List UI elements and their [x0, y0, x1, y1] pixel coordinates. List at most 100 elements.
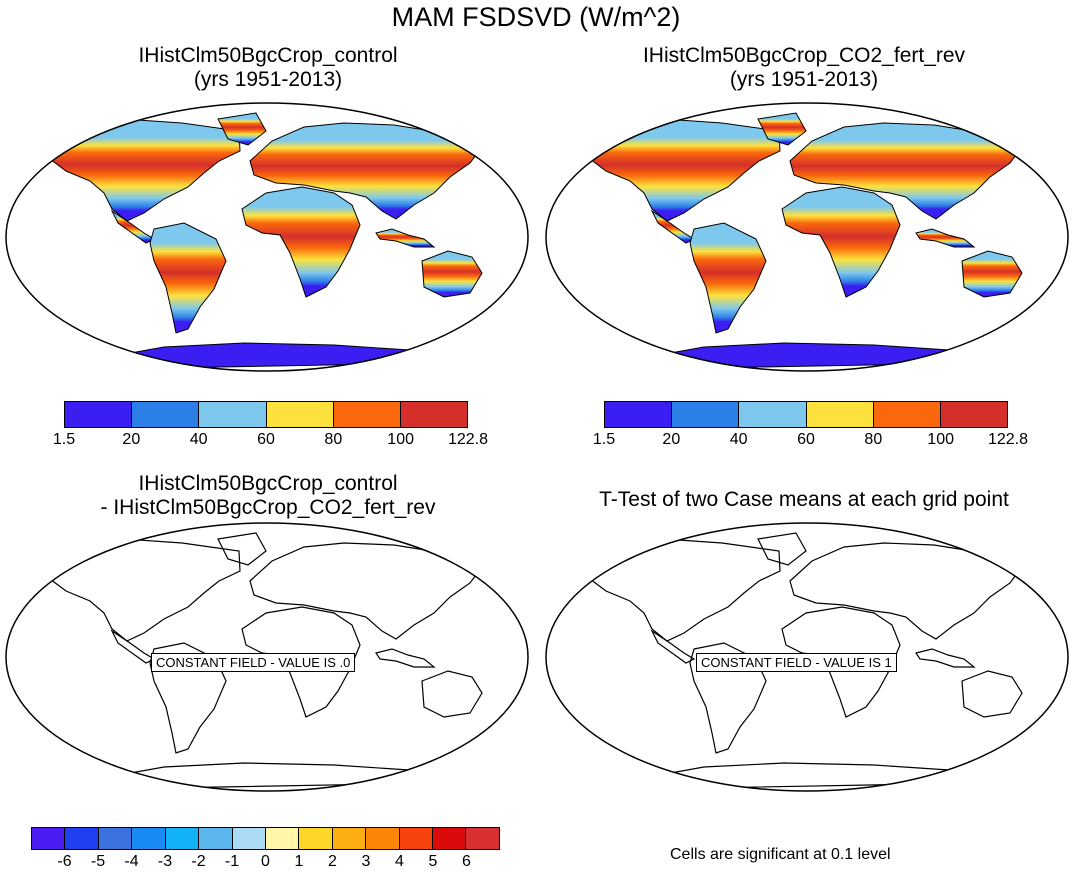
colorbar-tick-label: -2 — [191, 853, 206, 870]
map-boundary — [5, 522, 529, 792]
north-america-landmass — [33, 118, 241, 222]
panel-1-title: IHistClm50BgcCrop_control (yrs 1951-2013… — [0, 44, 536, 91]
colorbar-tick-label: 5 — [428, 853, 438, 870]
colorbar-tick-label: 40 — [729, 431, 748, 448]
colorbar-swatch — [232, 828, 266, 849]
colorbar-swatch — [199, 402, 267, 427]
panel-1-title-line1: IHistClm50BgcCrop_control — [138, 44, 398, 67]
colorbar-tick-label: 100 — [387, 431, 415, 448]
colorbar-tick-label: 1 — [294, 853, 304, 870]
colorbar-swatch — [605, 402, 673, 427]
difference-colorbar — [31, 827, 500, 850]
colorbar-swatch — [940, 402, 1008, 427]
indonesia-landmass — [375, 648, 436, 668]
colorbar-tick-label: 80 — [324, 431, 343, 448]
colorbar-swatch — [65, 828, 99, 849]
colorbar-tick-label: 80 — [864, 431, 883, 448]
panel-1-colorbar — [64, 401, 468, 428]
colorbar-tick-label: 20 — [122, 431, 141, 448]
colorbar-tick-label: 40 — [189, 431, 208, 448]
panel-3-title-line2: - IHistClm50BgcCrop_CO2_fert_rev — [100, 495, 436, 519]
greenland-landmass — [217, 112, 267, 146]
colorbar-swatch — [132, 402, 200, 427]
figure-title: MAM FSDSVD (W/m^2) — [391, 2, 681, 32]
panel-4-title: T-Test of two Case means at each grid po… — [599, 488, 1009, 511]
greenland-landmass — [217, 532, 267, 566]
colorbar-swatch — [466, 828, 499, 849]
colorbar-tick-label: 4 — [395, 853, 404, 870]
panel-2-colorbar — [604, 401, 1008, 428]
colorbar-tick-label: 100 — [927, 431, 955, 448]
difference-colorbar-labels: -6 -5 -4 -3 -2 -1 0 1 2 3 4 5 6 — [31, 853, 500, 873]
colorbar-swatch — [332, 828, 367, 849]
indonesia-landmass — [915, 228, 976, 248]
colorbar-swatch — [399, 828, 434, 849]
australia-landmass — [421, 250, 483, 298]
colorbar-tick-label: 0 — [261, 853, 270, 870]
colorbar-swatch — [132, 828, 166, 849]
panel-1-map — [4, 101, 530, 373]
map-boundary — [545, 102, 1069, 372]
colorbar-tick-label: 122.8 — [447, 431, 489, 448]
central-america-landmass — [650, 209, 696, 244]
panel-2-title-line2: (yrs 1951-2013) — [729, 67, 879, 91]
eurasia-landmass — [789, 542, 1023, 640]
australia-landmass — [421, 670, 483, 718]
south-america-landmass — [149, 222, 227, 334]
greenland-landmass — [757, 112, 807, 146]
africa-landmass — [781, 186, 901, 298]
colorbar-swatch — [299, 828, 333, 849]
south-america-landmass — [689, 222, 767, 334]
australia-landmass — [961, 250, 1023, 298]
panel-1-title-line2: (yrs 1951-2013) — [193, 67, 343, 91]
colorbar-swatch — [199, 828, 233, 849]
colorbar-swatch — [98, 828, 133, 849]
colorbar-swatch — [266, 402, 334, 427]
panel-2-colorbar-labels: 1.5 20 40 60 80 100 122.8 — [593, 431, 1028, 451]
africa-landmass — [241, 186, 361, 298]
colorbar-swatch — [366, 828, 400, 849]
panel-2-title-line1: IHistClm50BgcCrop_CO2_fert_rev — [642, 44, 966, 67]
greenland-landmass — [757, 532, 807, 566]
colorbar-tick-label: 60 — [257, 431, 275, 448]
colorbar-tick-label: 122.8 — [987, 431, 1029, 448]
colorbar-swatch — [873, 402, 941, 427]
colorbar-swatch — [739, 402, 807, 427]
north-america-landmass — [32, 538, 241, 642]
colorbar-tick-label: 20 — [662, 431, 681, 448]
panel-1-colorbar-labels: 1.5 20 40 60 80 100 122.8 — [53, 431, 488, 451]
north-america-landmass — [572, 538, 781, 642]
panel-3-constant-field-label: CONSTANT FIELD - VALUE IS .0 — [151, 653, 356, 672]
map-boundary — [545, 522, 1069, 792]
panel-4-constant-field-label: CONSTANT FIELD - VALUE IS 1 — [696, 653, 897, 672]
colorbar-tick-label: -4 — [124, 853, 139, 870]
indonesia-landmass — [915, 648, 976, 668]
significance-footnote: Cells are significant at 0.1 level — [670, 846, 891, 863]
colorbar-tick-label: 1.5 — [592, 431, 616, 448]
colorbar-tick-label: 6 — [462, 853, 471, 870]
colorbar-swatch — [65, 402, 133, 427]
colorbar-tick-label: 60 — [797, 431, 815, 448]
colorbar-swatch — [165, 828, 200, 849]
colorbar-swatch — [333, 402, 401, 427]
panel-2-map — [544, 101, 1070, 373]
indonesia-landmass — [375, 228, 436, 248]
colorbar-tick-label: -6 — [57, 853, 72, 870]
colorbar-tick-label: -5 — [90, 853, 106, 870]
map-boundary — [5, 102, 529, 372]
panel-2-title: IHistClm50BgcCrop_CO2_fert_rev (yrs 1951… — [536, 44, 1072, 91]
colorbar-tick-label: -1 — [224, 853, 240, 870]
eurasia-landmass — [249, 542, 483, 640]
colorbar-swatch — [400, 402, 468, 427]
central-america-landmass — [110, 209, 156, 244]
colorbar-swatch — [806, 402, 874, 427]
panel-3-title: IHistClm50BgcCrop_control - IHistClm50Bg… — [0, 472, 536, 519]
colorbar-tick-label: -3 — [157, 853, 173, 870]
colorbar-swatch — [433, 828, 467, 849]
colorbar-swatch — [265, 828, 300, 849]
colorbar-tick-label: 2 — [328, 853, 337, 870]
north-america-landmass — [573, 118, 781, 222]
panel-3-title-line1: IHistClm50BgcCrop_control — [138, 472, 398, 495]
colorbar-tick-label: 3 — [361, 853, 371, 870]
australia-landmass — [961, 670, 1023, 718]
